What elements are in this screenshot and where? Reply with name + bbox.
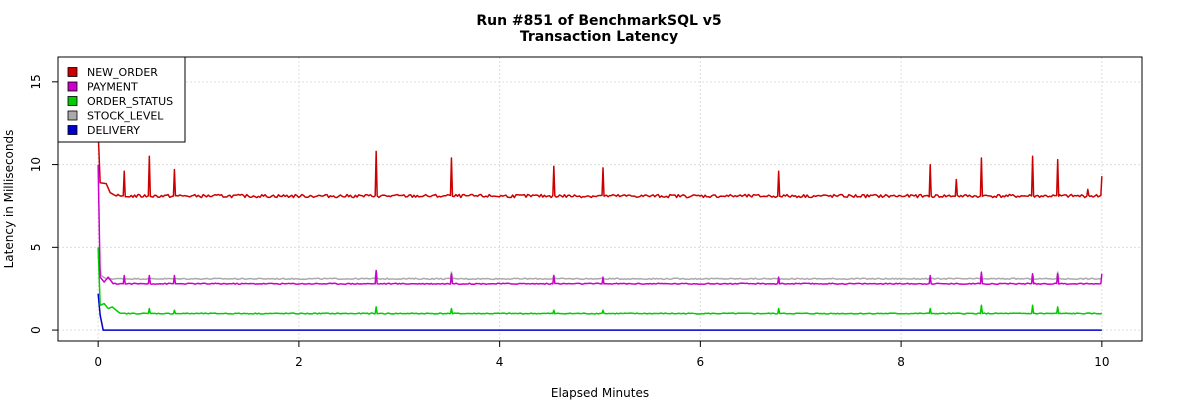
legend-swatch — [67, 96, 78, 106]
legend-swatch — [67, 125, 78, 135]
x-tick-label: 2 — [295, 355, 303, 369]
legend-box — [57, 56, 186, 143]
y-tick-label: 0 — [29, 326, 43, 334]
chart-title: Run #851 of BenchmarkSQL v5 — [476, 13, 721, 29]
series-line-delivery — [97, 293, 1102, 331]
grid-lines — [58, 57, 1142, 341]
legend-label: NEW_ORDER — [87, 66, 158, 79]
series-line-payment — [97, 164, 1103, 286]
legend-swatch — [67, 67, 78, 77]
x-tick-label: 4 — [496, 355, 504, 369]
x-tick-label: 10 — [1094, 355, 1109, 369]
legend-swatch — [67, 81, 78, 92]
series-line-new-order — [97, 131, 1103, 199]
chart-subtitle: Transaction Latency — [520, 29, 678, 45]
series-lines — [97, 131, 1103, 331]
y-axis: 0 5 10 15 — [29, 74, 58, 334]
x-axis: 0 2 4 6 8 10 — [94, 341, 1109, 369]
x-tick-label: 8 — [897, 355, 905, 369]
x-axis-label: Elapsed Minutes — [551, 386, 649, 400]
legend-swatch — [67, 110, 78, 121]
plot-area-border — [57, 56, 1143, 342]
x-tick-label: 6 — [697, 355, 705, 369]
legend-label: STOCK_LEVEL — [87, 110, 164, 123]
legend-label: ORDER_STATUS — [87, 95, 173, 108]
y-tick-label: 10 — [29, 157, 43, 172]
legend-label: DELIVERY — [87, 124, 140, 137]
x-tick-label: 0 — [94, 355, 102, 369]
y-tick-label: 5 — [29, 244, 43, 252]
legend-label: PAYMENT — [87, 81, 138, 94]
series-line-stock-level — [97, 255, 1102, 281]
y-axis-label: Latency in Milliseconds — [2, 130, 16, 269]
series-line-order-status — [97, 247, 1103, 315]
y-tick-label: 15 — [29, 74, 43, 89]
